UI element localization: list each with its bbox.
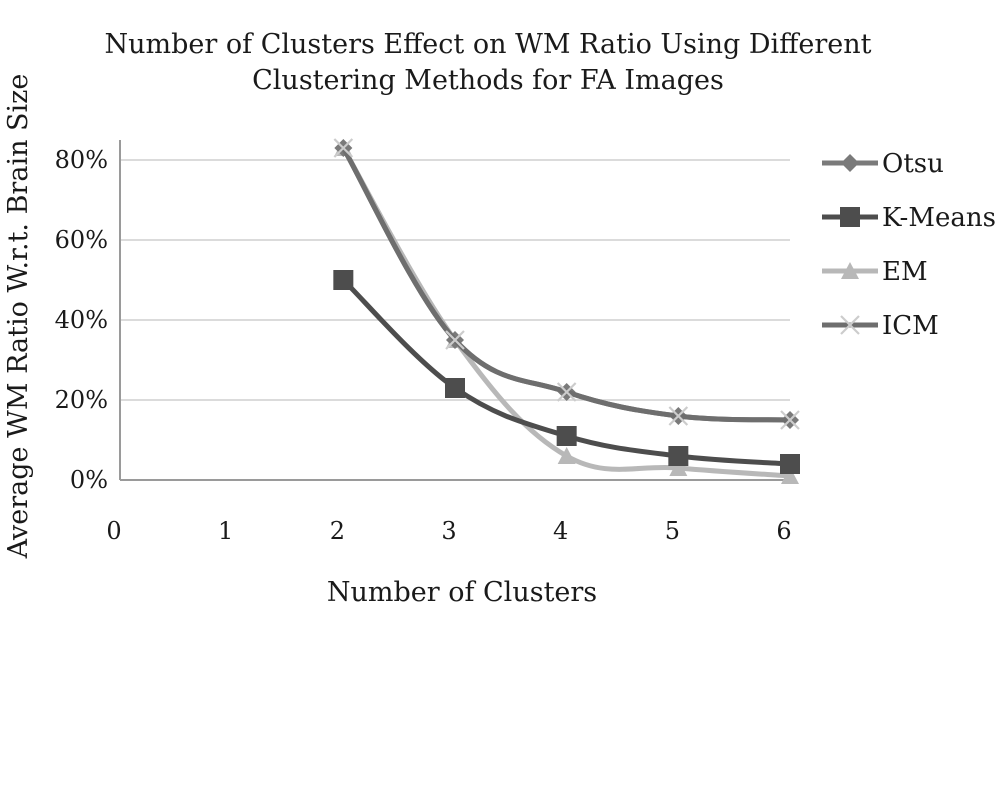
legend-label-icm: ICM [882, 311, 939, 341]
chart-title: Number of Clusters Effect on WM Ratio Us… [105, 29, 872, 96]
point-k-means-marker [780, 454, 800, 474]
x-tick-label: 0 [106, 517, 121, 545]
legend-item-k-means: K-Means [822, 203, 996, 233]
x-tick-label: 6 [776, 517, 791, 545]
chart-title-line-1: Number of Clusters Effect on WM Ratio Us… [105, 29, 872, 60]
point-icm-marker [333, 138, 354, 158]
point-em-marker [557, 447, 576, 464]
series-k-means [333, 270, 800, 474]
point-icm-marker [780, 410, 800, 430]
data-series [333, 138, 800, 484]
point-k-means-marker [445, 378, 465, 398]
x-tick-label: 1 [218, 517, 233, 545]
x-tick-label: 3 [441, 517, 456, 545]
series-otsu [334, 139, 799, 429]
legend-k-means-marker [840, 207, 860, 227]
x-tick-label: 4 [553, 517, 568, 545]
point-icm-marker [556, 382, 577, 402]
x-axis-title: Number of Clusters [327, 577, 597, 608]
legend-item-em: EM [822, 257, 928, 287]
legend-label-k-means: K-Means [882, 203, 996, 233]
point-k-means-marker [333, 270, 354, 290]
x-tick-label: 2 [330, 517, 345, 545]
y-axis-title: Average WM Ratio W.r.t. Brain Size [3, 74, 34, 560]
series-line-otsu [340, 145, 793, 423]
legend-item-icm: ICM [822, 311, 939, 341]
legend-label-em: EM [882, 257, 928, 287]
legend-em-marker [841, 262, 859, 279]
legend: Otsu K-Means EM ICM [822, 149, 996, 341]
gridlines [120, 159, 790, 481]
legend-icm-marker [840, 315, 860, 335]
y-tick-label: 0% [70, 466, 108, 494]
axes: 0% 20% 40% 60% 80% 0 1 2 3 4 5 6 [55, 140, 792, 545]
y-tick-label: 60% [55, 226, 108, 254]
point-k-means-marker [556, 426, 577, 446]
legend-label-otsu: Otsu [882, 149, 944, 179]
chart-title-line-2: Clustering Methods for FA Images [252, 65, 724, 96]
point-em-marker [781, 467, 799, 484]
x-tick-label: 5 [665, 517, 680, 545]
legend-otsu-marker [841, 154, 859, 172]
y-tick-label: 40% [55, 306, 108, 334]
series-line-icm [340, 145, 793, 423]
point-k-means-marker [668, 446, 689, 466]
point-icm-marker [668, 406, 689, 426]
legend-item-otsu: Otsu [822, 149, 944, 179]
y-tick-label: 20% [55, 386, 108, 414]
point-icm-marker [445, 330, 465, 350]
y-tick-label: 80% [55, 146, 108, 174]
series-icm [333, 138, 800, 430]
point-em-marker [669, 459, 688, 476]
